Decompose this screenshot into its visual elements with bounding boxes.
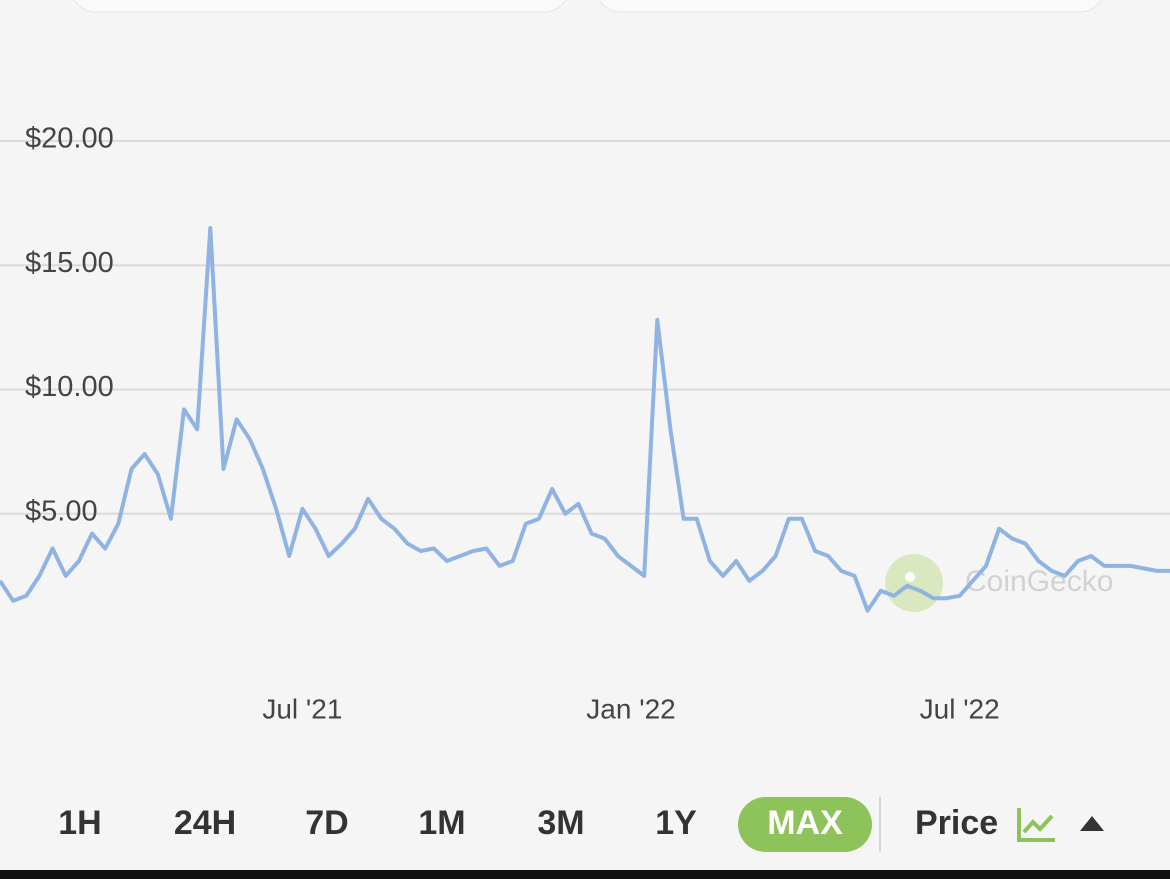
x-tick-label: Jul '21	[262, 693, 342, 724]
y-tick-label: $20.00	[25, 123, 114, 155]
bottom-bar	[0, 870, 1170, 879]
selected-pill	[738, 797, 872, 852]
watermark-logo-eye	[905, 572, 915, 582]
top-card	[73, 0, 567, 13]
watermark-logo	[885, 554, 943, 612]
grid: $5.00 $10.00 $15.00 $20.00 Jul '21 Jan '22 Jul…	[0, 123, 1170, 724]
watermark-text: CoinGecko	[965, 565, 1113, 598]
chart-icon-axis	[1017, 808, 1055, 842]
y-tick-label: $10.00	[25, 371, 114, 403]
range-button[interactable]: 1M	[418, 804, 465, 842]
plot	[0, 226, 1170, 613]
range-buttons: 1H 24H 7D 1M 3M 1Y MAX	[58, 797, 872, 852]
range-button[interactable]: MAX	[767, 804, 843, 842]
top-card	[598, 0, 1102, 13]
price-line	[0, 226, 1170, 613]
range-button[interactable]: 1H	[58, 804, 101, 842]
range-button[interactable]: 7D	[305, 804, 348, 842]
chart-icon-line	[1022, 814, 1054, 834]
x-tick-label: Jan '22	[586, 693, 675, 724]
range-button[interactable]: 3M	[537, 804, 584, 842]
range-button[interactable]: 24H	[174, 804, 236, 842]
y-tick-label: $15.00	[25, 247, 114, 279]
collapse-arrow[interactable]	[1080, 816, 1104, 831]
chart-icon[interactable]	[1017, 808, 1055, 842]
x-tick-label: Jul '22	[920, 693, 1000, 724]
y-tick-label: $5.00	[25, 495, 98, 527]
range-button[interactable]: 1Y	[655, 804, 697, 842]
mode-button[interactable]: Price	[915, 804, 998, 842]
